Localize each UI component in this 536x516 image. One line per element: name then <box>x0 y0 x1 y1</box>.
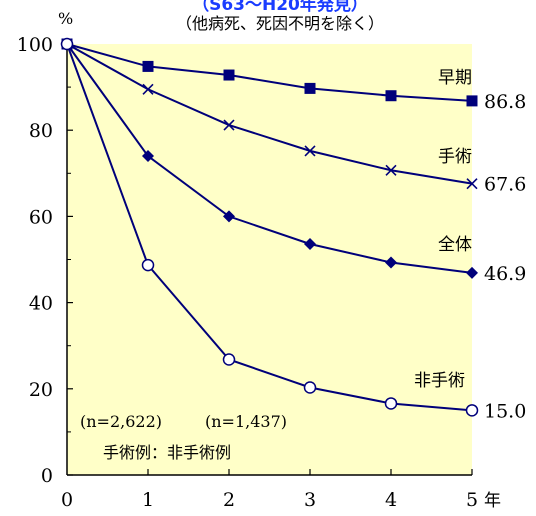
x-tick-label: 2 <box>223 489 235 511</box>
data-point <box>304 145 316 157</box>
end-value-label: 46.9 <box>484 263 526 285</box>
series-name-label: 手術 <box>438 147 472 167</box>
series-非手術: 15.0 非手術 <box>60 37 526 422</box>
chart-title: （S63〜H20年発見） <box>192 0 368 15</box>
ratio-label: 手術例：非手術例 <box>103 443 231 462</box>
series-手術: 67.6 手術 <box>61 38 526 196</box>
data-point <box>141 258 155 272</box>
y-tick-label: 80 <box>29 120 53 142</box>
chart-subtitle: （他病死、死因不明を除く） <box>176 14 384 33</box>
x-tick-label: 4 <box>385 489 397 511</box>
series-name-label: 全体 <box>438 235 472 255</box>
series-name-label: 早期 <box>438 68 472 88</box>
data-point <box>466 178 478 190</box>
data-point <box>304 82 316 94</box>
data-point <box>223 210 235 223</box>
y-tick-label: 60 <box>29 206 53 228</box>
data-point <box>465 404 479 417</box>
data-point <box>60 37 74 51</box>
y-axis-unit: % <box>58 9 73 28</box>
series-name-label: 非手術 <box>414 371 465 391</box>
data-point <box>303 381 317 394</box>
data-point <box>223 119 235 131</box>
y-tick-label: 40 <box>29 293 53 315</box>
end-value-label: 67.6 <box>484 174 526 196</box>
y-tick-label: 0 <box>41 465 53 487</box>
data-point <box>466 95 478 107</box>
axes: 0 20 40 60 80 100 0 1 2 3 4 5 年 <box>17 34 501 511</box>
n-surgery-note: (n=2,622) <box>80 412 162 431</box>
x-tick-label: 3 <box>304 489 316 511</box>
data-point <box>385 164 397 176</box>
data-point <box>304 237 316 250</box>
y-tick-label: 100 <box>17 34 53 56</box>
n-nonsurgery-note: (n=1,437) <box>205 412 287 431</box>
y-tick-label: 20 <box>29 379 53 401</box>
data-point <box>222 353 236 366</box>
data-point <box>223 69 235 81</box>
data-point <box>385 90 397 102</box>
series-layer: 86.8 早期 67.6 手術 46.9 全体 15.0 非手術 <box>60 37 526 422</box>
plot-area <box>67 44 472 475</box>
data-point <box>466 266 478 279</box>
data-point <box>385 256 397 269</box>
series-line <box>66 43 473 102</box>
series-line <box>66 43 473 185</box>
data-point <box>142 60 154 72</box>
x-tick-label: 0 <box>61 489 73 511</box>
series-line <box>66 43 473 274</box>
data-point <box>142 83 154 95</box>
x-axis-unit: 年 <box>484 491 501 511</box>
x-tick-label: 1 <box>142 489 154 511</box>
end-value-label: 15.0 <box>484 400 526 422</box>
data-point <box>142 150 154 163</box>
series-line <box>66 43 473 412</box>
end-value-label: 86.8 <box>484 91 526 113</box>
x-tick-label: 5 <box>466 489 478 511</box>
data-point <box>384 397 398 410</box>
